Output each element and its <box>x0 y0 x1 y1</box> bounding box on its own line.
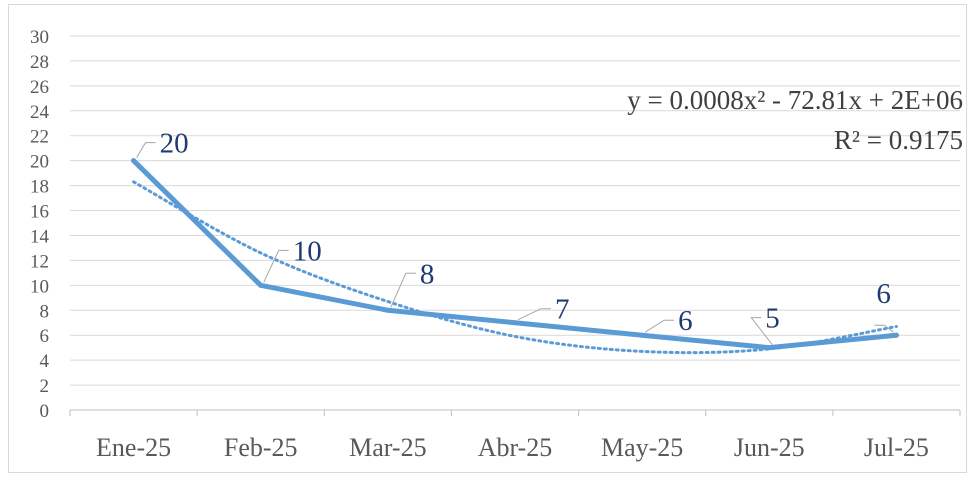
leader-line <box>263 249 289 283</box>
y-tick-label: 16 <box>30 202 49 223</box>
y-tick-label: 14 <box>30 226 50 247</box>
data-point <box>639 332 645 338</box>
data-label: 20 <box>160 128 189 160</box>
x-tick-label: Feb-25 <box>224 433 298 462</box>
y-tick-label: 4 <box>40 351 50 372</box>
data-point <box>131 158 137 164</box>
chart-area <box>8 4 967 473</box>
x-tick-label: Jul-25 <box>864 433 929 462</box>
y-tick-label: 28 <box>30 52 49 73</box>
trendline-path <box>132 180 898 355</box>
leader-line <box>644 319 675 333</box>
series <box>131 158 899 351</box>
trendline-equation-text: y = 0.0008x² - 72.81x + 2E+06 <box>627 85 963 115</box>
data-label: 6 <box>876 278 891 310</box>
data-label: 5 <box>765 303 780 335</box>
leader-line <box>136 142 156 158</box>
x-tick-label: May-25 <box>601 433 683 462</box>
y-tick-label: 20 <box>30 152 49 173</box>
y-tick-label: 10 <box>30 276 49 297</box>
data-point <box>893 332 899 338</box>
data-point <box>512 320 518 326</box>
gridlines <box>70 35 960 386</box>
data-labels: 20 10 8 7 6 5 6 <box>136 128 894 345</box>
y-tick-label: 22 <box>30 127 49 148</box>
leader-line <box>750 317 773 345</box>
data-point <box>385 307 391 313</box>
trendline-equation: y = 0.0008x² - 72.81x + 2E+06 R² = 0.917… <box>627 85 963 155</box>
data-point <box>258 282 264 288</box>
leader-line <box>874 324 894 333</box>
y-tick-label: 6 <box>40 326 50 347</box>
series-line <box>131 158 899 351</box>
y-tick-label: 2 <box>40 376 50 397</box>
x-tick-label: Abr-25 <box>478 433 553 462</box>
y-tick-label: 8 <box>40 301 50 322</box>
data-label: 7 <box>555 294 570 326</box>
trendline-r-squared-text: R² = 0.9175 <box>834 125 963 155</box>
x-tick-label: Ene-25 <box>96 433 171 462</box>
data-label: 6 <box>678 305 693 337</box>
y-tick-label: 12 <box>30 251 49 272</box>
y-tick-label: 0 <box>40 401 50 422</box>
leader-line <box>517 308 551 321</box>
trendline <box>132 180 898 355</box>
y-tick-label: 30 <box>30 27 49 48</box>
x-tick-label: Jun-25 <box>734 433 805 462</box>
leader-line <box>390 272 416 308</box>
x-tick-label: Mar-25 <box>349 433 426 462</box>
y-tick-label: 26 <box>30 77 49 98</box>
data-point <box>766 345 772 351</box>
data-label: 8 <box>420 258 435 290</box>
data-label: 10 <box>293 235 322 267</box>
y-tick-label: 18 <box>30 177 49 198</box>
y-tick-label: 24 <box>30 102 50 123</box>
